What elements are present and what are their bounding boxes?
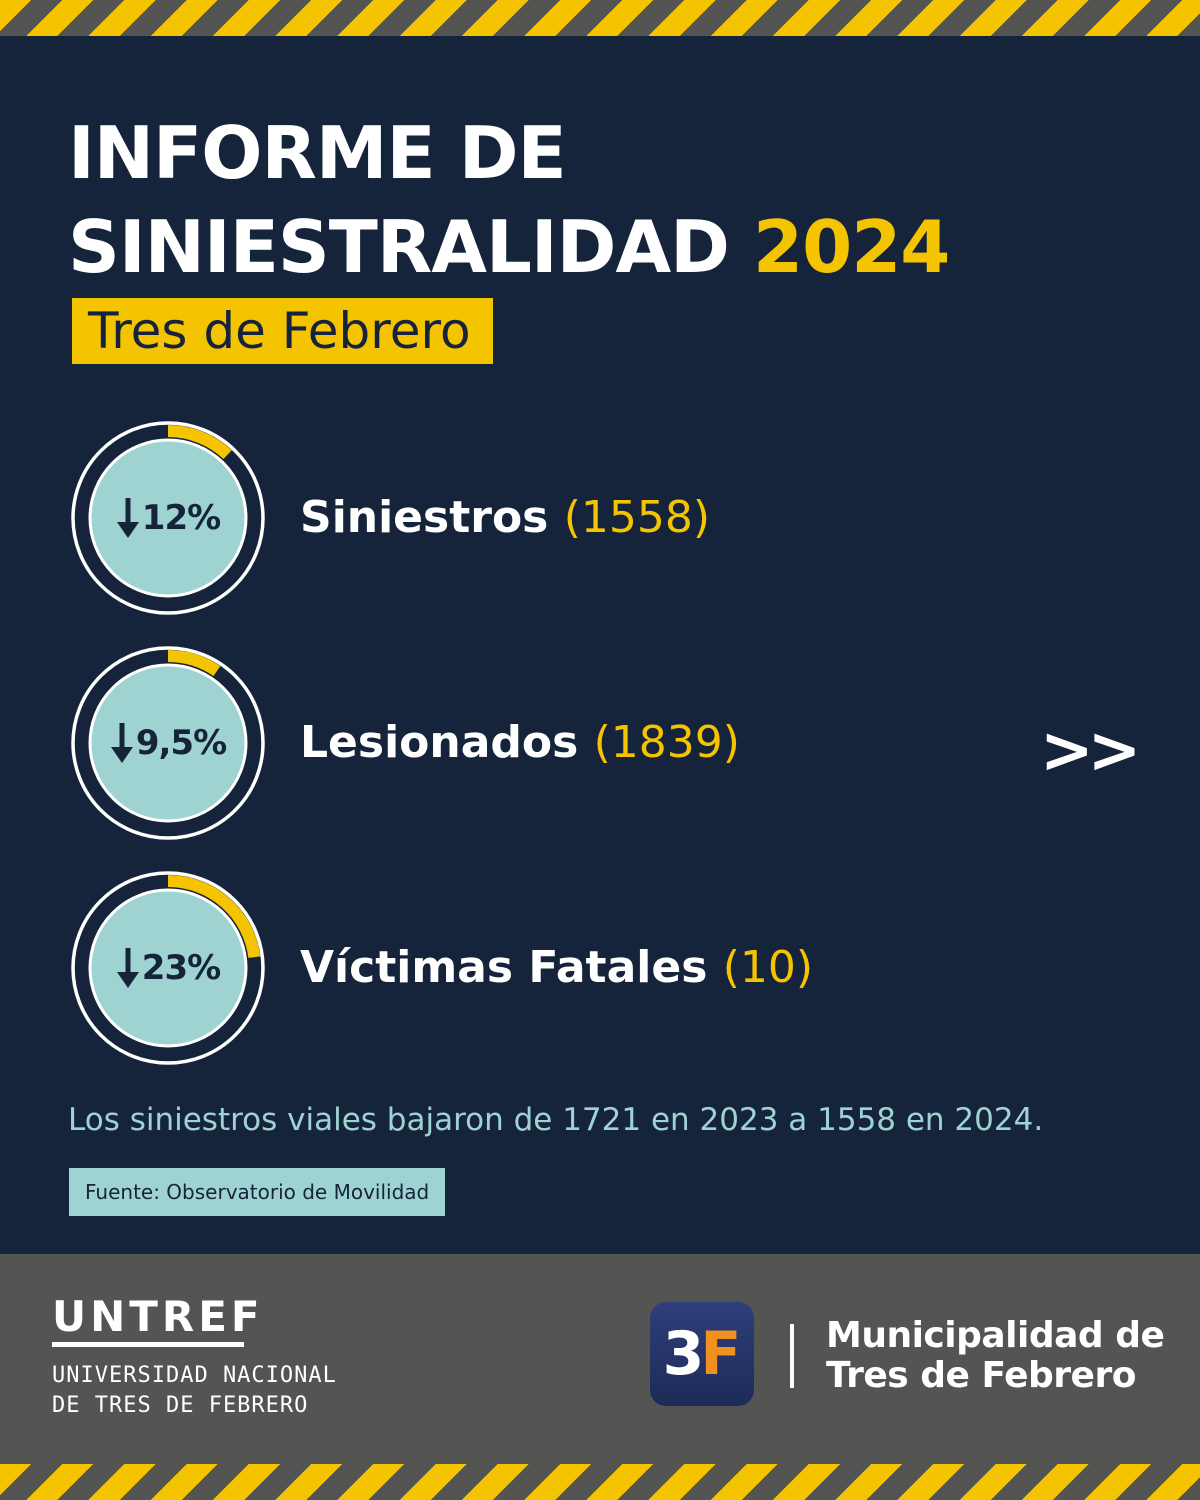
untref-line2: DE TRES DE FEBRERO [52, 1393, 309, 1418]
title-line1: INFORME DE [68, 111, 567, 195]
progress-ring: 23% [70, 870, 266, 1066]
stat-label-text: Lesionados [300, 717, 579, 768]
progress-arc [75, 650, 261, 836]
logo-3: 3 [662, 1319, 705, 1389]
double-chevron-right-icon[interactable]: >> [1040, 714, 1141, 788]
footer: UNTREF UNIVERSIDAD NACIONAL DE TRES DE F… [0, 1254, 1200, 1464]
untref-underline [52, 1342, 244, 1347]
progress-arc [75, 875, 261, 1061]
arrow-down-icon [110, 723, 133, 763]
percent-text: 12% [141, 498, 221, 538]
untref-name: UNTREF [52, 1292, 264, 1341]
progress-ring-graphic [71, 421, 265, 615]
stat-label: Siniestros (1558) [300, 480, 710, 556]
progress-ring-graphic [71, 871, 265, 1065]
progress-ring-graphic [71, 646, 265, 840]
subtitle-badge: Tres de Febrero [72, 298, 493, 364]
footer-divider [790, 1324, 794, 1388]
hazard-stripes-top [0, 0, 1200, 36]
stat-count: (1558) [563, 492, 710, 543]
stat-label-text: Víctimas Fatales [300, 942, 708, 993]
stat-siniestros: 12% Siniestros (1558) [70, 420, 1150, 616]
title-line2: SINIESTRALIDAD [68, 205, 730, 289]
percent-text: 9,5% [135, 723, 227, 763]
title-year: 2024 [753, 205, 950, 289]
percent-value: 23% [88, 888, 248, 1048]
source-badge: Fuente: Observatorio de Movilidad [69, 1168, 446, 1216]
progress-ring: 9,5% [70, 645, 266, 841]
percent-value: 12% [88, 438, 248, 598]
muni-line2: Tres de Febrero [826, 1355, 1136, 1396]
logo-f: F [700, 1319, 742, 1389]
arrow-down-icon [116, 498, 139, 538]
summary-text: Los siniestros viales bajaron de 1721 en… [68, 1102, 1044, 1138]
arrow-down-icon [116, 948, 139, 988]
stat-victimas-fatales: 23% Víctimas Fatales (10) [70, 870, 1150, 1066]
percent-value: 9,5% [88, 663, 248, 823]
stat-count: (10) [722, 942, 814, 993]
hazard-stripes-bottom [0, 1464, 1200, 1500]
percent-text: 23% [141, 948, 221, 988]
stat-label-text: Siniestros [300, 492, 549, 543]
stat-count: (1839) [593, 717, 740, 768]
page-title: INFORME DE SINIESTRALIDAD 2024 [68, 106, 950, 294]
stat-label: Víctimas Fatales (10) [300, 930, 813, 1006]
progress-ring: 12% [70, 420, 266, 616]
muni-line1: Municipalidad de [826, 1315, 1165, 1356]
stat-lesionados: 9,5% Lesionados (1839) [70, 645, 1150, 841]
untref-line1: UNIVERSIDAD NACIONAL [52, 1363, 337, 1388]
municipality-name: Municipalidad de Tres de Febrero [826, 1315, 1165, 1396]
progress-arc [75, 425, 261, 611]
stat-label: Lesionados (1839) [300, 705, 740, 781]
untref-logo: UNTREF UNIVERSIDAD NACIONAL DE TRES DE F… [52, 1294, 337, 1421]
